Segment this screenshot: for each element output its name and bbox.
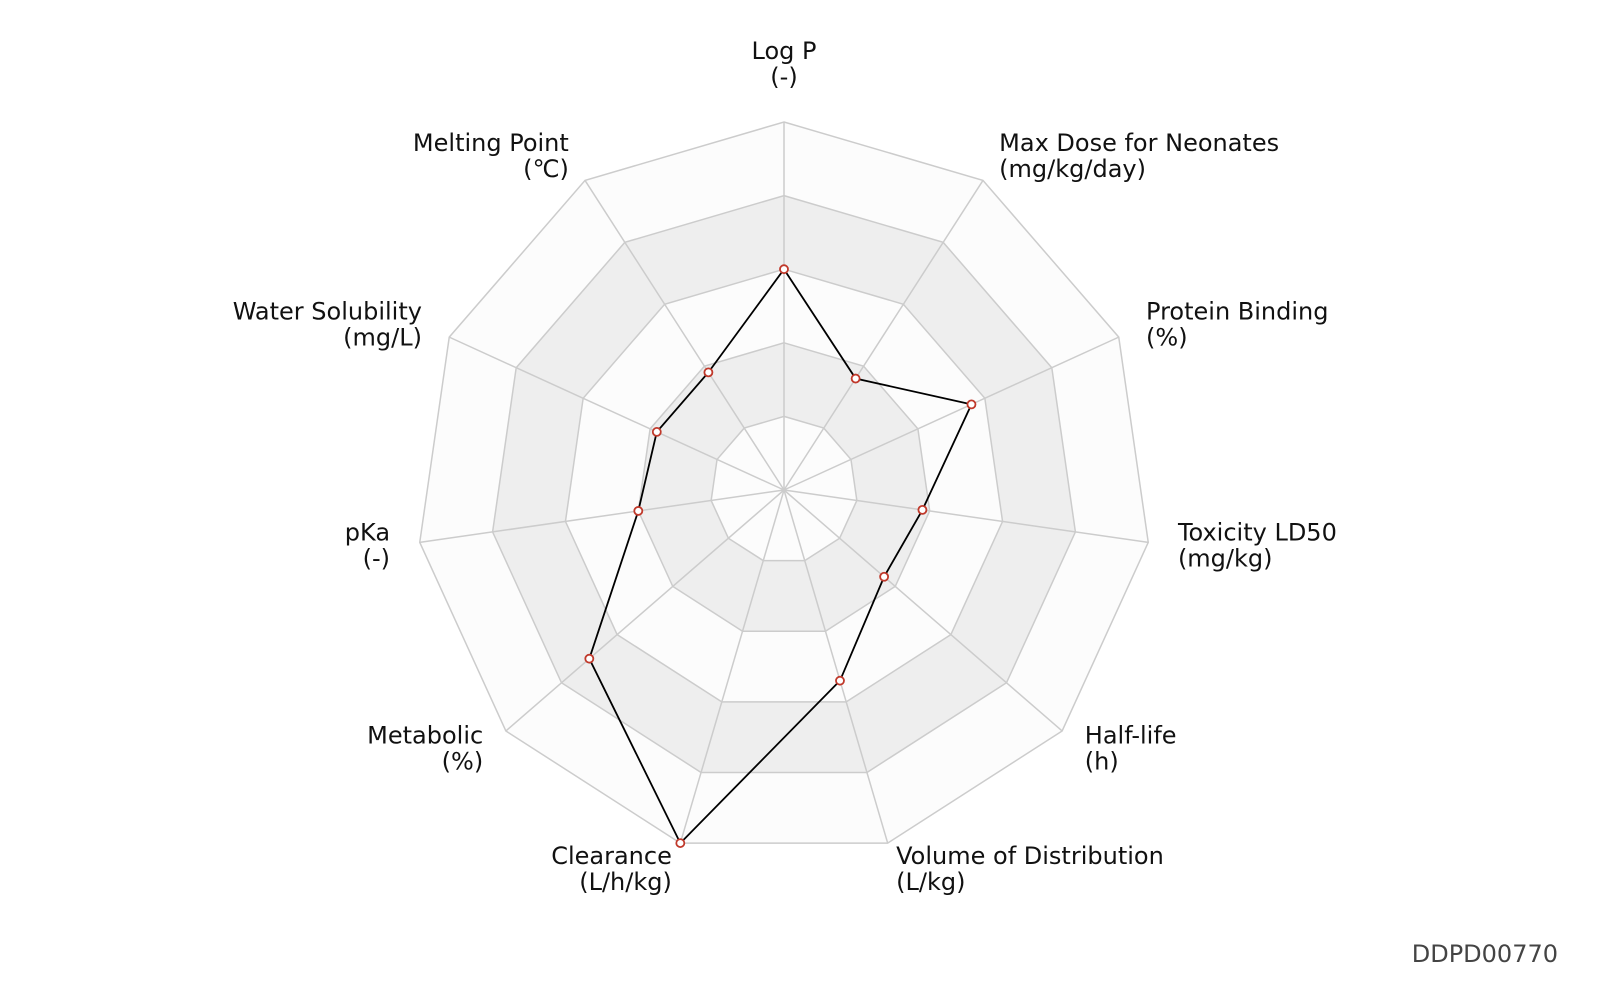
axis-unit: (-) — [770, 63, 797, 91]
data-point — [779, 264, 789, 275]
data-point — [835, 675, 845, 686]
data-point — [879, 571, 890, 582]
axis-unit: (mg/kg) — [1178, 544, 1273, 572]
axis-label: Toxicity LD50 — [1177, 518, 1337, 546]
data-point — [917, 505, 928, 515]
axis-unit: (℃) — [523, 155, 569, 183]
axis-label: Clearance — [551, 842, 672, 870]
axis-unit: (mg/L) — [343, 323, 422, 351]
axis-label: Half-life — [1085, 721, 1177, 749]
spoke — [783, 180, 984, 491]
data-line — [588, 267, 973, 845]
footer-id: DDPD00770 — [1412, 940, 1558, 968]
spoke — [679, 489, 785, 844]
spoke — [783, 489, 1149, 544]
axis-unit: (%) — [442, 747, 484, 775]
axis-unit: (mg/kg/day) — [999, 155, 1146, 183]
data-point — [651, 427, 662, 437]
axis-labels: Log P(-)Max Dose for Neonates(mg/kg/day)… — [233, 37, 1337, 896]
axis-unit: (h) — [1085, 747, 1119, 775]
data-point — [675, 838, 686, 848]
axis-unit: (L/kg) — [896, 868, 965, 896]
axis-label: Volume of Distribution — [896, 842, 1164, 870]
axis-label: Max Dose for Neonates — [999, 129, 1279, 157]
data-point — [584, 653, 595, 664]
spoke — [783, 336, 1120, 491]
data-point — [633, 506, 644, 516]
data-point — [850, 373, 861, 384]
axis-unit: (-) — [363, 544, 390, 572]
axis-unit: (%) — [1146, 323, 1188, 351]
axis-label: Protein Binding — [1146, 297, 1328, 325]
axis-label: pKa — [345, 518, 390, 546]
data-point — [966, 399, 977, 410]
spoke — [448, 336, 785, 491]
data-point — [703, 367, 714, 378]
axis-unit: (L/h/kg) — [579, 868, 672, 896]
axis-label: Log P — [752, 37, 817, 65]
axis-label: Melting Point — [413, 129, 569, 157]
spoke — [783, 489, 889, 844]
spoke — [419, 489, 785, 544]
axis-label: Metabolic — [367, 721, 483, 749]
spoke — [584, 180, 785, 491]
series — [584, 264, 977, 848]
spokes — [419, 122, 1149, 844]
spoke — [505, 489, 785, 732]
spoke — [783, 489, 1063, 732]
axis-label: Water Solubility — [233, 297, 422, 325]
